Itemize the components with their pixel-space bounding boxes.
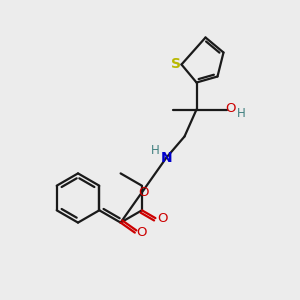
Text: O: O bbox=[138, 186, 149, 199]
Text: H: H bbox=[151, 144, 160, 158]
Text: O: O bbox=[136, 226, 147, 239]
Text: O: O bbox=[157, 212, 167, 225]
Text: S: S bbox=[171, 58, 181, 71]
Text: O: O bbox=[225, 101, 236, 115]
Text: H: H bbox=[236, 106, 245, 120]
Text: N: N bbox=[161, 151, 172, 164]
